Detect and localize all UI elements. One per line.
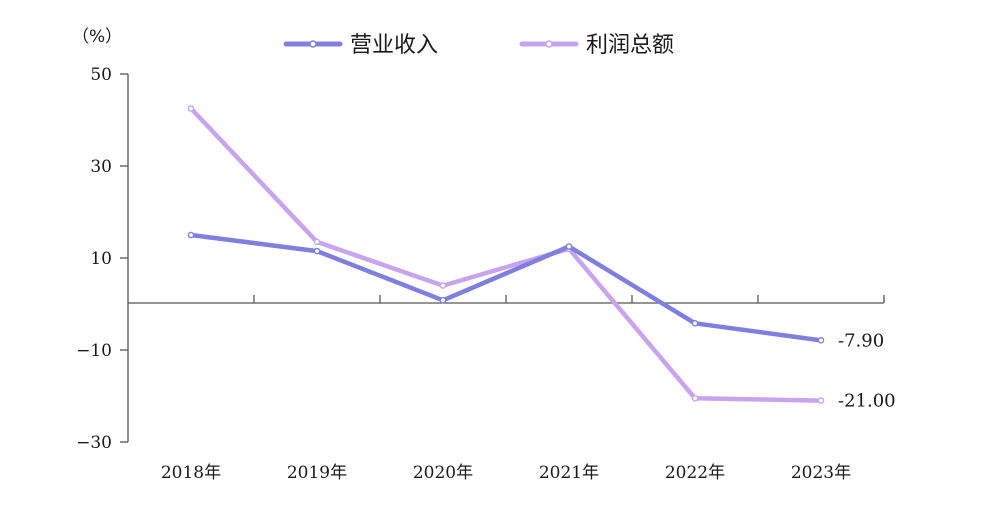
y-tick-label: 10 [90, 249, 112, 269]
y-tick-label: −30 [76, 433, 112, 453]
legend: 营业收入 利润总额 [283, 33, 674, 58]
data-point [691, 320, 699, 327]
series-line [188, 106, 824, 403]
data-point [187, 231, 195, 239]
data-point [439, 282, 447, 289]
data-point [817, 397, 825, 404]
data-point [565, 243, 573, 250]
end-value-label: -7.90 [838, 330, 884, 351]
legend-marker-profit [545, 40, 553, 48]
x-tick-label: 2022年 [665, 463, 725, 483]
y-tick-label: 30 [90, 157, 112, 177]
y-tick-label: −10 [76, 341, 112, 361]
x-tick-label: 2023年 [791, 463, 851, 483]
data-point [313, 238, 321, 246]
end-labels: -7.90 -21.00 [838, 330, 896, 411]
legend-label-profit: 利润总额 [586, 33, 674, 58]
data-point [313, 247, 321, 255]
series-layer [187, 105, 825, 404]
series-profit [187, 105, 825, 404]
x-tick-label: 2020年 [413, 463, 473, 483]
data-point [691, 394, 699, 402]
data-point [439, 297, 447, 304]
legend-marker-revenue [309, 40, 317, 48]
x-tick-label: 2019年 [287, 463, 347, 483]
end-value-label: -21.00 [838, 391, 896, 412]
legend-label-revenue: 营业收入 [350, 33, 438, 58]
y-unit-label: （%） [72, 27, 122, 47]
x-tick-label: 2018年 [161, 463, 221, 483]
data-point [817, 337, 825, 344]
series-revenue [187, 231, 825, 344]
data-point [187, 105, 195, 112]
y-tick-label: 50 [90, 65, 112, 85]
axes: 50 30 10 −10 −30 2018年 2019年 2020年 2021年 2022年 202… [76, 65, 885, 483]
series-line [188, 232, 824, 343]
x-tick-label: 2021年 [539, 463, 599, 483]
